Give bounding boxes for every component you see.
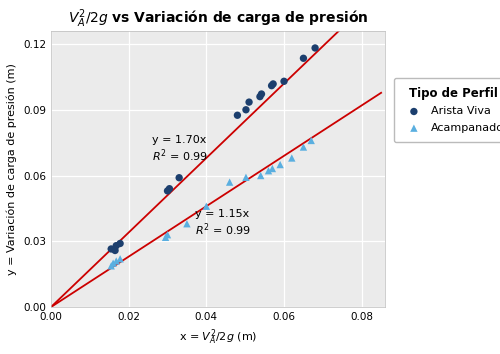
Arista Viva: [116, 241, 124, 246]
Text: y = 1.70x
$R^2$ = 0.99: y = 1.70x $R^2$ = 0.99: [152, 135, 208, 164]
Acampanado: [268, 166, 276, 171]
Acampanado: [256, 173, 264, 178]
Arista Viva: [164, 188, 172, 194]
Acampanado: [109, 261, 117, 266]
Acampanado: [202, 204, 210, 209]
Arista Viva: [111, 248, 119, 253]
Acampanado: [107, 263, 115, 269]
Acampanado: [264, 168, 272, 173]
Acampanado: [226, 179, 234, 185]
Arista Viva: [268, 83, 276, 88]
Acampanado: [116, 256, 124, 262]
X-axis label: x = $V_A^2/2g$ (m): x = $V_A^2/2g$ (m): [179, 327, 257, 347]
Arista Viva: [280, 79, 288, 84]
Acampanado: [242, 175, 250, 180]
Y-axis label: y = Variación de carga de presión (m): y = Variación de carga de presión (m): [7, 63, 18, 275]
Arista Viva: [242, 107, 250, 113]
Arista Viva: [107, 246, 115, 252]
Acampanado: [276, 162, 284, 167]
Acampanado: [288, 155, 296, 161]
Legend: Arista Viva, Acampanado: Arista Viva, Acampanado: [394, 78, 500, 142]
Acampanado: [112, 258, 120, 264]
Title: $V_A^2/2g$ vs Variación de carga de presión: $V_A^2/2g$ vs Variación de carga de pres…: [68, 7, 368, 29]
Arista Viva: [269, 81, 277, 87]
Arista Viva: [112, 243, 120, 249]
Text: y = 1.15x
$R^2$ = 0.99: y = 1.15x $R^2$ = 0.99: [194, 209, 251, 238]
Acampanado: [300, 144, 308, 150]
Arista Viva: [234, 113, 241, 118]
Acampanado: [162, 234, 170, 240]
Acampanado: [307, 138, 315, 143]
Arista Viva: [311, 45, 319, 51]
Arista Viva: [175, 175, 183, 181]
Acampanado: [183, 221, 191, 227]
Arista Viva: [245, 99, 253, 105]
Arista Viva: [258, 91, 266, 97]
Arista Viva: [300, 56, 308, 61]
Acampanado: [164, 232, 172, 238]
Arista Viva: [166, 186, 173, 192]
Arista Viva: [256, 94, 264, 99]
